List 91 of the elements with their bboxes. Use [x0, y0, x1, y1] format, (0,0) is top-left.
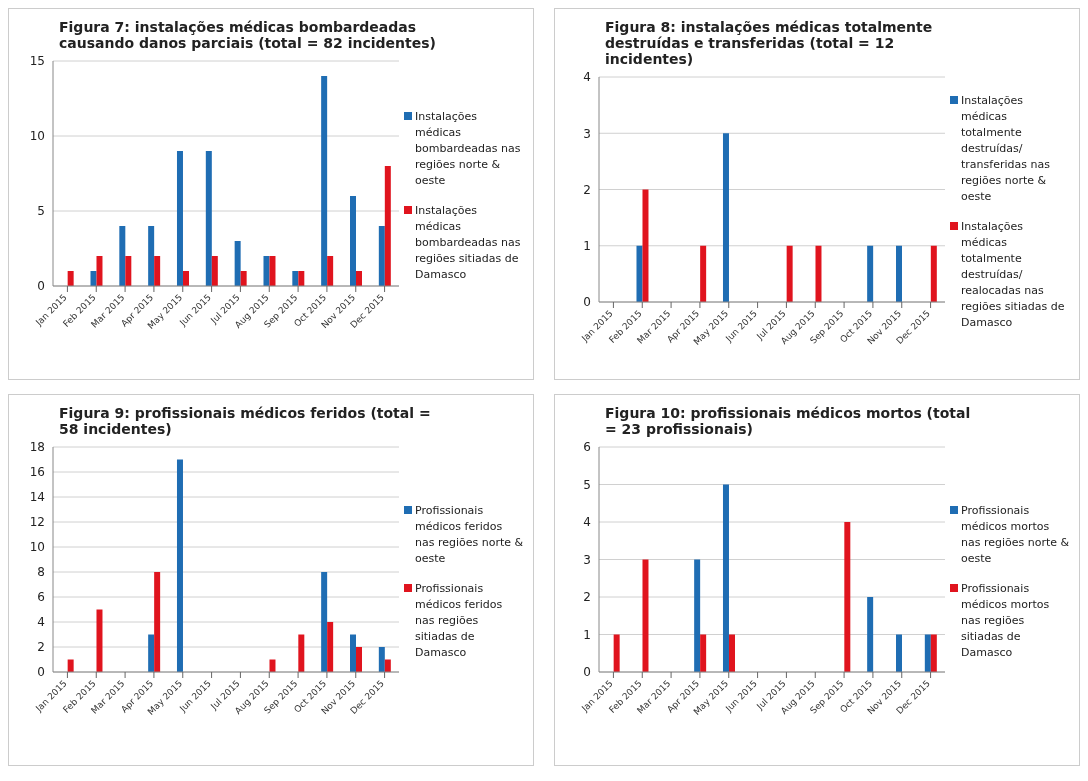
- bar: [67, 271, 74, 286]
- bar: [96, 609, 103, 672]
- y-tick-label: 2: [583, 590, 591, 605]
- bar: [125, 256, 132, 286]
- bar: [176, 459, 183, 672]
- y-tick-label: 0: [583, 665, 591, 680]
- bar: [240, 271, 247, 286]
- bar: [321, 76, 328, 286]
- y-tick-label: 3: [583, 552, 591, 567]
- y-tick-label: 3: [583, 126, 591, 141]
- bar: [930, 634, 937, 672]
- bar: [298, 271, 305, 286]
- y-tick-label: 5: [37, 204, 45, 219]
- bar: [182, 271, 189, 286]
- bar: [154, 572, 161, 672]
- bar: [263, 256, 270, 286]
- bar: [327, 622, 334, 672]
- bar: [349, 196, 356, 286]
- bar: [728, 634, 735, 672]
- bar: [355, 647, 362, 672]
- y-tick-label: 6: [37, 590, 45, 605]
- legend-label: Instalações médicas bombardeadas nas regiões norte & oeste: [415, 109, 522, 189]
- legend-label: Profissionais médicos mortos nas regiões sitiadas de Damasco: [961, 581, 1051, 661]
- bar: [327, 256, 334, 286]
- y-tick-label: 10: [29, 540, 45, 555]
- bar: [176, 151, 183, 286]
- legend-label: Instalações médicas totalmente destruídas/ realocadas nas regiões sitiadas de Damasco: [961, 219, 1066, 331]
- chart-title: Figura 10: profissionais médicos mortos (total = 23 profissionais): [605, 405, 972, 437]
- y-tick-label: 5: [583, 477, 591, 492]
- bar: [895, 634, 902, 672]
- y-tick-label: 12: [29, 515, 45, 530]
- bar: [298, 634, 305, 672]
- y-tick-label: 4: [583, 515, 591, 530]
- bar: [930, 245, 937, 302]
- y-tick-label: 8: [37, 565, 45, 580]
- y-tick-label: 14: [29, 490, 45, 505]
- chart-title: Figura 8: instalações médicas totalmente destruídas e transferidas (total = 12 incidentes): [605, 19, 934, 67]
- bar: [234, 241, 241, 286]
- bar: [378, 226, 385, 286]
- bar: [895, 245, 902, 302]
- chart-title: Figura 9: profissionais médicos feridos (total = 58 incidentes): [59, 405, 432, 437]
- bar: [700, 634, 707, 672]
- y-tick-label: 4: [583, 70, 591, 85]
- y-tick-label: 0: [37, 665, 45, 680]
- y-tick-label: 2: [37, 640, 45, 655]
- y-tick-label: 16: [29, 465, 45, 480]
- bar: [844, 522, 851, 672]
- y-tick-label: 6: [583, 440, 591, 455]
- y-tick-label: 1: [583, 239, 591, 254]
- bar: [154, 256, 161, 286]
- legend-label: Profissionais médicos feridos nas regiões norte & oeste: [415, 503, 524, 567]
- bar: [642, 189, 649, 302]
- bar: [148, 226, 155, 286]
- chart-title: Figura 7: instalações médicas bombardeadas causando danos parciais (total = 82 incidentes): [59, 19, 437, 51]
- bar: [700, 245, 707, 302]
- bar: [613, 634, 620, 672]
- bar: [636, 245, 643, 302]
- bar: [722, 133, 729, 302]
- y-tick-label: 0: [583, 295, 591, 310]
- bar: [867, 597, 874, 672]
- y-tick-label: 4: [37, 615, 45, 630]
- bar: [205, 151, 212, 286]
- bar: [694, 559, 701, 672]
- y-tick-label: 2: [583, 182, 591, 197]
- bar: [642, 559, 649, 672]
- bar: [269, 256, 276, 286]
- bar: [786, 245, 793, 302]
- y-tick-label: 1: [583, 627, 591, 642]
- bar: [96, 256, 103, 286]
- bar: [211, 256, 218, 286]
- bar: [119, 226, 126, 286]
- y-tick-label: 15: [29, 54, 45, 69]
- y-tick-label: 10: [29, 129, 45, 144]
- y-tick-label: 18: [29, 440, 45, 455]
- legend-label: Profissionais médicos mortos nas regiões norte & oeste: [961, 503, 1070, 567]
- legend-label: Profissionais médicos feridos nas regiões sitiadas de Damasco: [415, 581, 504, 661]
- bar: [292, 271, 299, 286]
- bar: [148, 634, 155, 672]
- bar: [378, 647, 385, 672]
- bar: [924, 634, 931, 672]
- bar: [355, 271, 362, 286]
- bar: [90, 271, 97, 286]
- bar: [321, 572, 328, 672]
- y-tick-label: 0: [37, 279, 45, 294]
- bar: [349, 634, 356, 672]
- bar: [384, 166, 391, 286]
- bar: [722, 484, 729, 672]
- legend-label: Instalações médicas totalmente destruídas/ transferidas nas regiões norte & oeste: [961, 93, 1051, 205]
- legend-label: Instalações médicas bombardeadas nas regiões sitiadas de Damasco: [415, 203, 522, 283]
- bar: [867, 245, 874, 302]
- bar: [815, 245, 822, 302]
